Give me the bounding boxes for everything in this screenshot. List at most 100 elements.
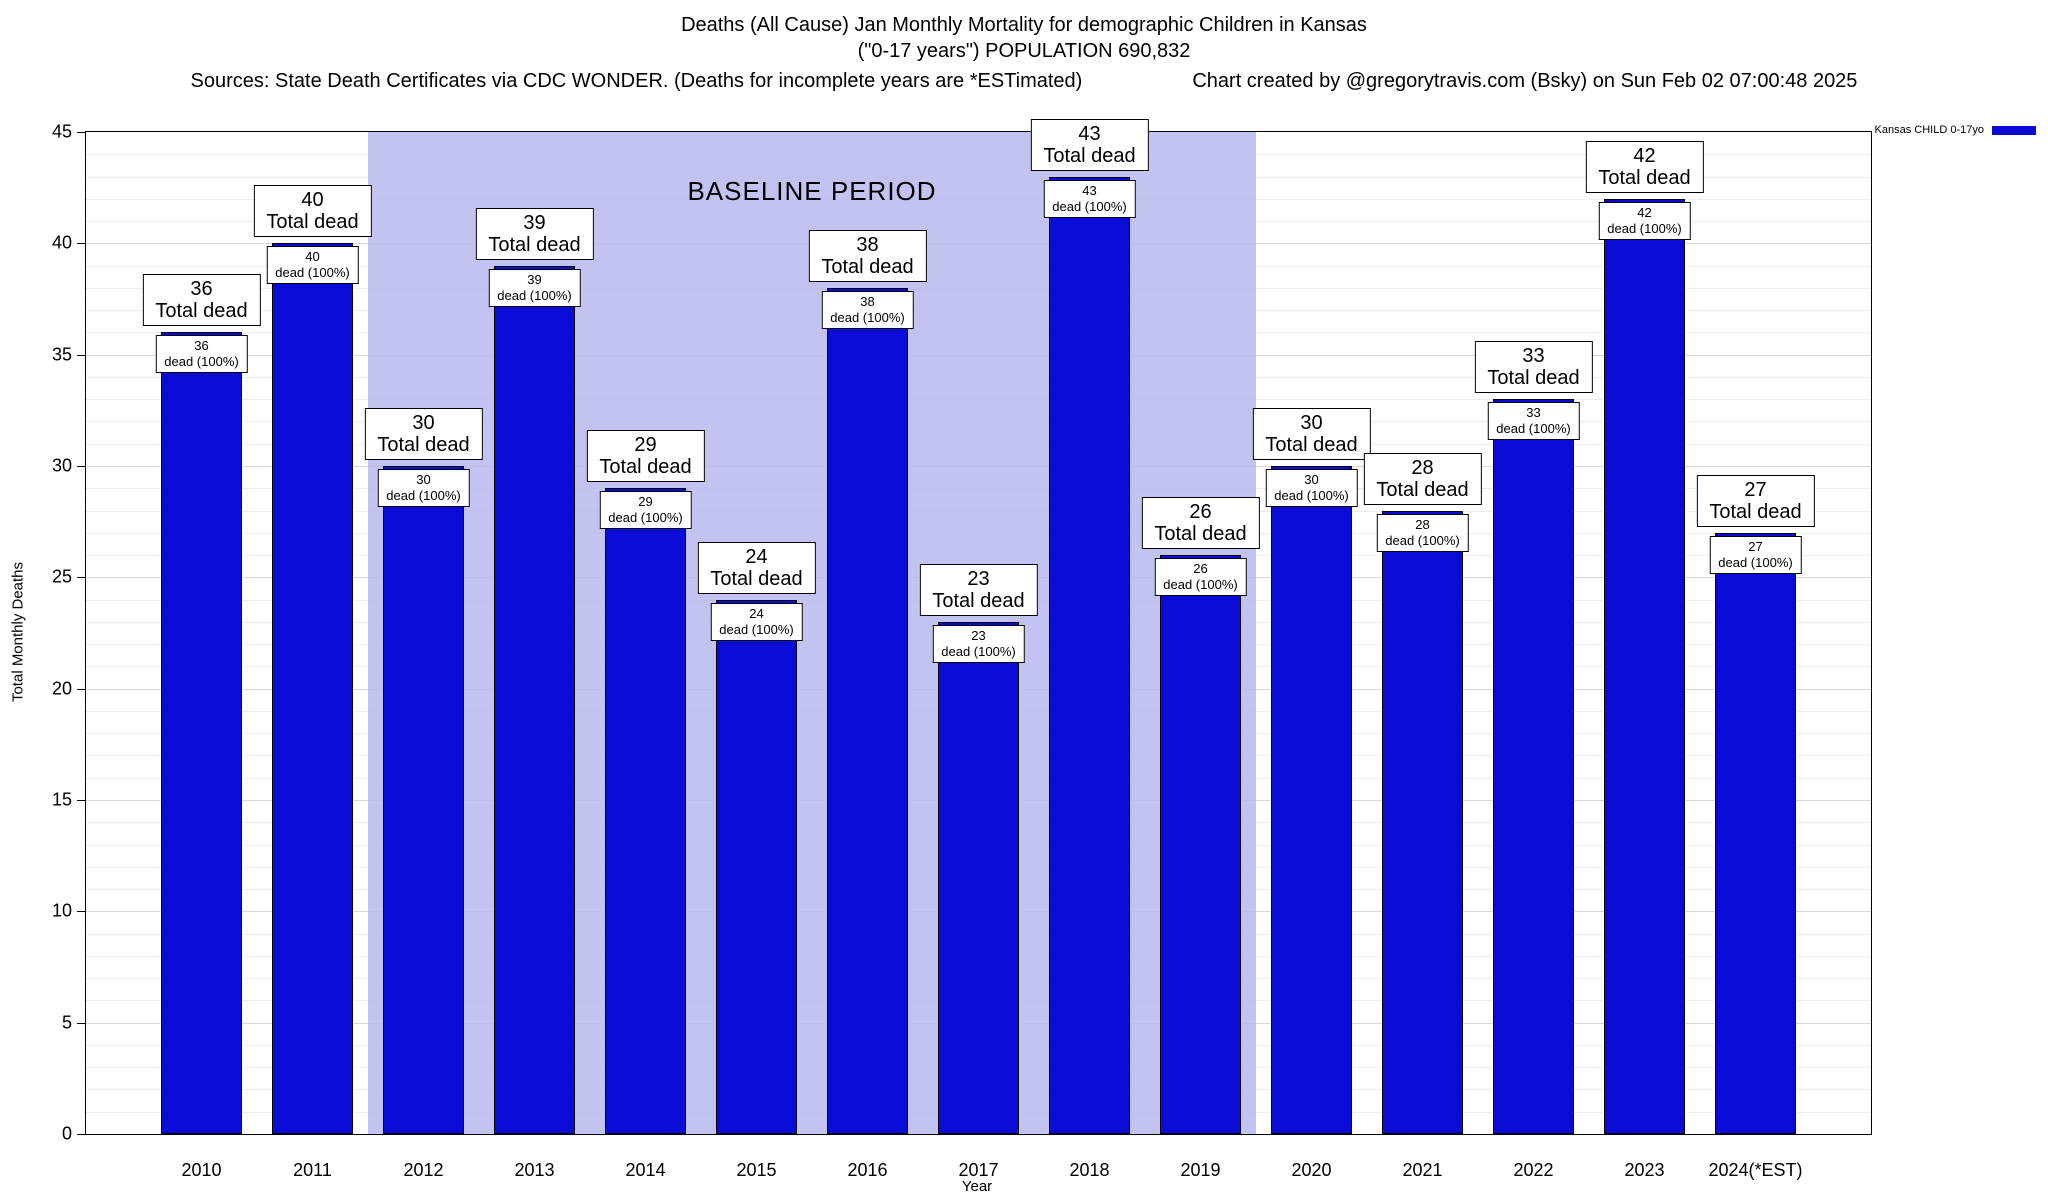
x-tick-label: 2019: [1180, 1160, 1221, 1180]
bar-inner-value: 38: [860, 293, 875, 309]
bar-total-suffix: Total dead: [821, 255, 914, 278]
bar: [716, 599, 797, 1134]
bar: [1271, 466, 1352, 1134]
bar-inner-suffix: dead (100%): [386, 488, 461, 503]
bar-total-value: 24: [745, 545, 768, 568]
bar-inner-label: 39 dead (100%): [488, 268, 581, 307]
bar-total-label: 23 Total dead: [919, 563, 1038, 616]
bar-inner-suffix: dead (100%): [1718, 554, 1793, 570]
bar: [383, 466, 464, 1134]
bar-total-label: 42 Total dead: [1585, 140, 1704, 193]
legend-label: Kansas CHILD 0-17yo: [1874, 124, 1984, 136]
bar-total-suffix: Total dead: [1709, 500, 1802, 523]
y-tick-label: 0: [61, 1123, 72, 1144]
bar-inner-value: 24: [749, 605, 764, 621]
chart-subtitle: ("0-17 years") POPULATION 690,832: [857, 40, 1191, 62]
bar-total-suffix: Total dead: [266, 211, 359, 234]
x-tick-label: 2014: [625, 1160, 666, 1180]
bar-inner-value: 40: [305, 249, 320, 265]
bar-inner-suffix: dead (100%): [830, 309, 905, 325]
bar-total-label: 43 Total dead: [1030, 118, 1149, 171]
y-tick-label: 30: [51, 455, 72, 476]
bar-total-suffix: Total dead: [1043, 144, 1136, 167]
x-tick-label: 2018: [1069, 1160, 1110, 1180]
bar-inner-label: 30 dead (100%): [377, 469, 470, 507]
bar-inner-suffix: dead (100%): [1052, 198, 1127, 214]
y-tick-mark: [77, 1134, 86, 1135]
x-tick-label: 2017: [958, 1160, 999, 1180]
chart-sources: Sources: State Death Certificates via CD…: [190, 70, 1083, 92]
bar-inner-suffix: dead (100%): [1607, 220, 1682, 236]
bar: [272, 243, 353, 1134]
bar-total-suffix: Total dead: [1154, 523, 1247, 546]
bar-total-value: 38: [856, 233, 879, 256]
bar-inner-value: 33: [1526, 405, 1541, 421]
x-tick-label: 2013: [514, 1160, 555, 1180]
bar-total-label: 38 Total dead: [808, 229, 927, 282]
bar-inner-value: 30: [1304, 472, 1319, 487]
bar-total-value: 30: [412, 412, 435, 434]
bar: [605, 488, 686, 1134]
bar-total-label: 39 Total dead: [475, 207, 594, 260]
x-tick-label: 2020: [1291, 1160, 1332, 1180]
bar-total-label: 29 Total dead: [586, 430, 705, 483]
y-tick-mark: [77, 132, 86, 133]
y-tick-label: 35: [51, 344, 72, 365]
plot-area: BASELINE PERIOD 0 5 10 15 20 25 30 35 40 45 36 Total…: [52, 118, 1872, 1180]
bar-total-value: 28: [1411, 456, 1434, 479]
y-tick-label: 45: [51, 121, 72, 142]
y-tick-label: 15: [51, 789, 72, 810]
x-axis-title: Year: [961, 1178, 993, 1195]
bar-total-value: 27: [1744, 478, 1767, 501]
y-tick-label: 5: [61, 1012, 72, 1033]
bar-total-value: 30: [1300, 412, 1323, 434]
bar-total-value: 23: [967, 567, 990, 590]
y-tick-mark: [77, 466, 86, 467]
bar-inner-value: 30: [416, 472, 431, 487]
chart-title: Deaths (All Cause) Jan Monthly Mortality…: [681, 14, 1367, 36]
bar-inner-value: 27: [1748, 538, 1763, 554]
bar-inner-label: 29 dead (100%): [599, 491, 692, 530]
bar-inner-suffix: dead (100%): [164, 354, 239, 370]
y-axis-title: Total Monthly Deaths: [9, 561, 27, 703]
bar-inner-label: 43 dead (100%): [1043, 179, 1136, 218]
bar-inner-label: 27 dead (100%): [1709, 535, 1802, 574]
bar-inner-value: 28: [1415, 516, 1430, 532]
bar-total-value: 43: [1078, 122, 1101, 145]
bar: [1715, 532, 1796, 1134]
y-tick-mark: [77, 354, 86, 356]
bar-total-label: 24 Total dead: [697, 541, 816, 594]
bar-total-value: 39: [523, 211, 546, 234]
y-tick-mark: [77, 800, 86, 801]
x-tick-label: 2023: [1624, 1160, 1665, 1180]
x-tick-label: 2016: [847, 1160, 888, 1180]
bar-inner-value: 43: [1082, 182, 1097, 198]
x-tick-label: 2010: [181, 1160, 222, 1180]
bar-inner-label: 36 dead (100%): [155, 335, 248, 374]
bar: [1493, 399, 1574, 1134]
bar-inner-suffix: dead (100%): [1385, 532, 1460, 548]
bar-inner-label: 24 dead (100%): [710, 602, 803, 641]
bar-inner-label: 38 dead (100%): [821, 290, 914, 329]
bar-inner-value: 42: [1637, 204, 1652, 220]
bar-inner-value: 23: [971, 627, 986, 643]
title-third-line: Sources: State Death Certificates via CD…: [0, 70, 2048, 93]
x-tick-label: 2015: [736, 1160, 777, 1180]
bar-total-value: 29: [634, 434, 657, 457]
bar-total-label: 36 Total dead: [142, 274, 261, 327]
title-block: Deaths (All Cause) Jan Monthly Mortality…: [0, 12, 2048, 93]
bar-total-suffix: Total dead: [377, 434, 470, 456]
baseline-period-label: BASELINE PERIOD: [687, 176, 937, 206]
bar-inner-label: 28 dead (100%): [1376, 513, 1469, 552]
y-tick-mark: [77, 911, 86, 913]
bar-inner-suffix: dead (100%): [275, 265, 350, 281]
bar-total-label: 26 Total dead: [1141, 497, 1260, 550]
y-tick-mark: [77, 1022, 86, 1024]
bar-inner-label: 30 dead (100%): [1265, 469, 1358, 507]
bar-total-value: 36: [190, 278, 213, 301]
bar-total-label: 40 Total dead: [253, 185, 372, 238]
bar-inner-suffix: dead (100%): [1163, 577, 1238, 593]
y-tick-mark: [77, 243, 86, 245]
bar-total-suffix: Total dead: [1265, 434, 1358, 456]
